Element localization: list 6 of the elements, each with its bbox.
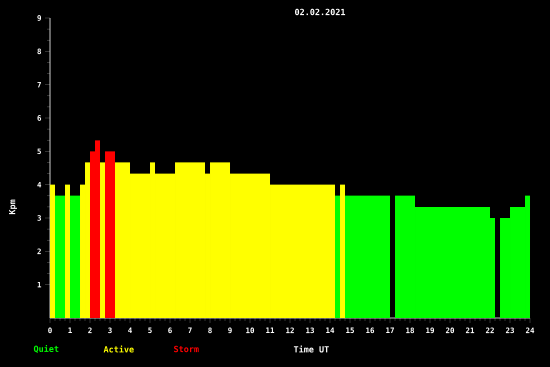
text: Active [104, 345, 134, 353]
x-axis-title: Time UT [294, 345, 329, 353]
y-axis-title: Kpm [9, 200, 17, 214]
text: Storm [174, 346, 199, 352]
text: Quiet [34, 344, 58, 354]
chart-title: 02.02.2021 [295, 8, 346, 16]
